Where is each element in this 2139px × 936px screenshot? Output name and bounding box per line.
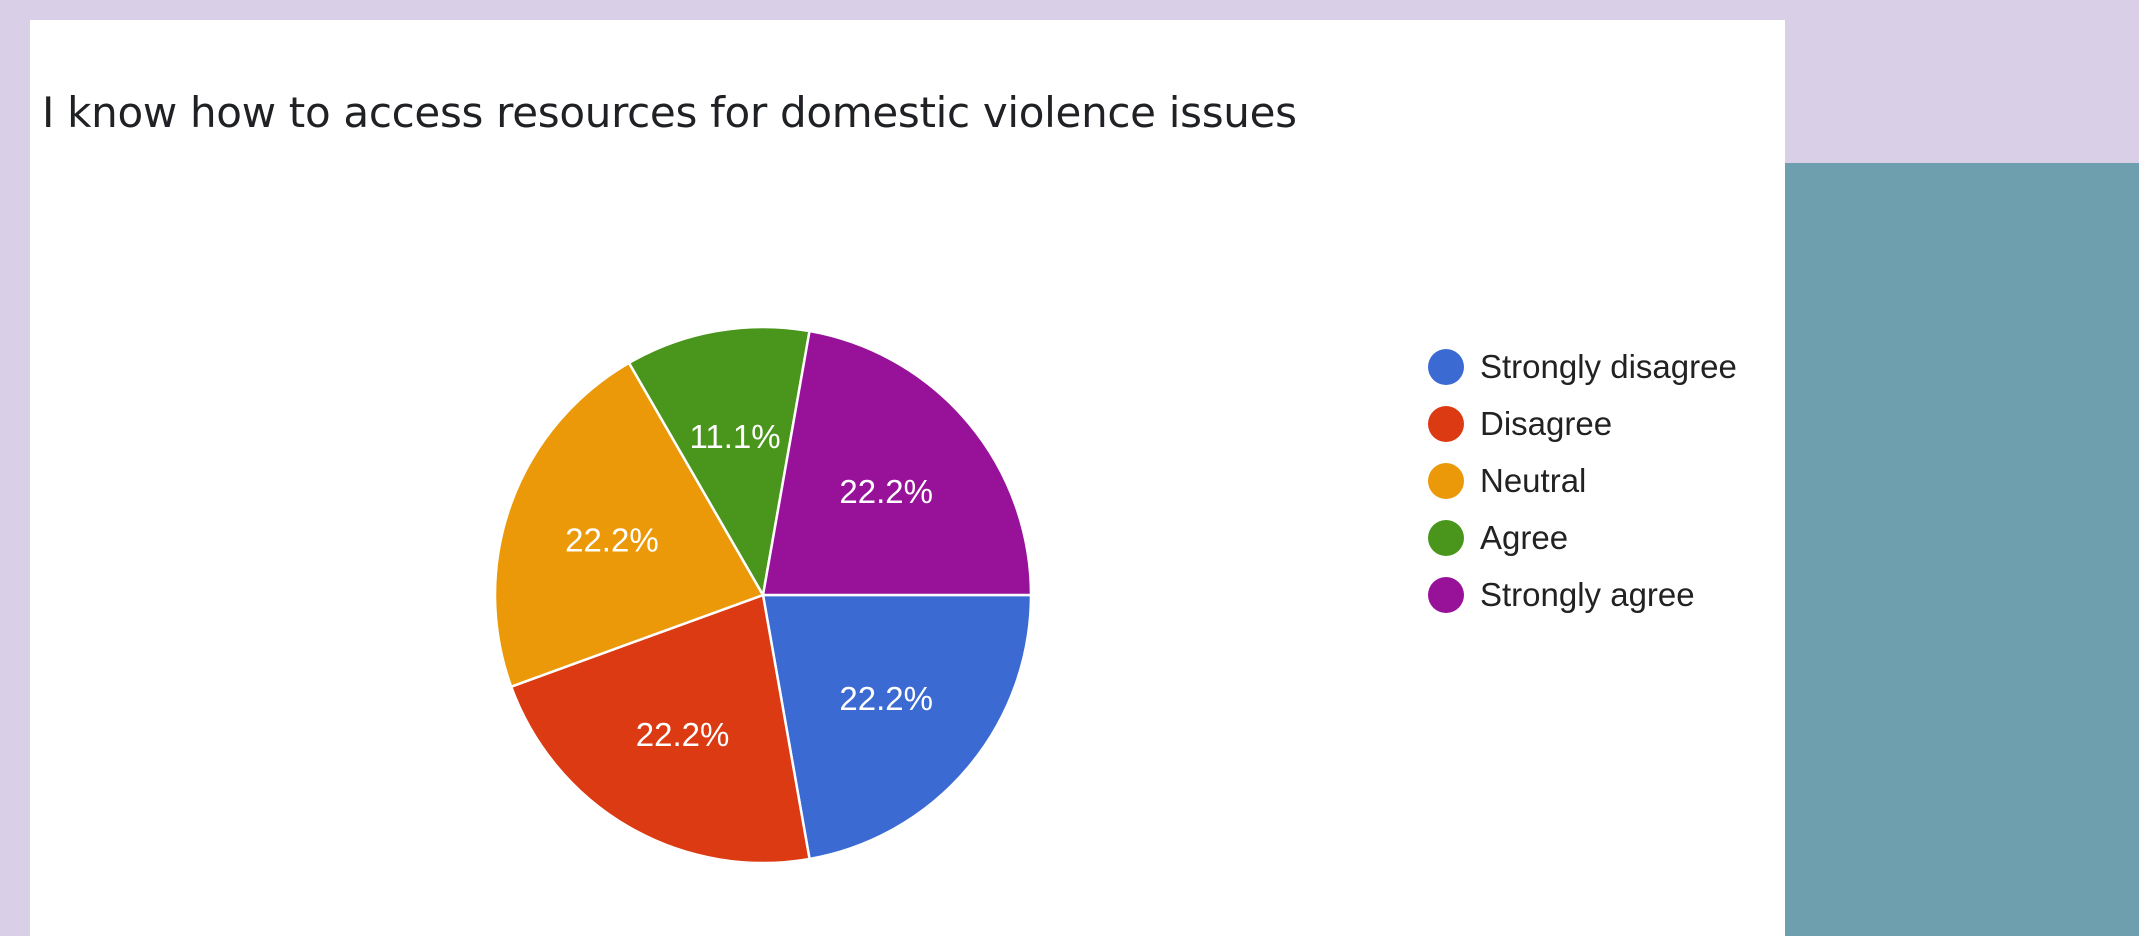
legend-label: Disagree	[1480, 404, 1613, 442]
chart-legend: Strongly disagree Disagree Neutral Agree Str…	[1428, 338, 1737, 623]
pie-chart: 22.2% 22.2% 22.2% 11.1% 22.2%	[493, 325, 1033, 865]
legend-item-strongly-disagree: Strongly disagree	[1428, 338, 1737, 395]
pie-slice-strongly-disagree	[761, 593, 1033, 861]
pie-slice-neutral	[493, 361, 765, 688]
slice-label-disagree: 22.2%	[636, 716, 730, 753]
legend-label: Strongly agree	[1480, 575, 1695, 613]
legend-swatch-icon	[1428, 405, 1464, 442]
pie-slice-disagree	[509, 593, 811, 865]
legend-label: Neutral	[1480, 461, 1587, 499]
legend-item-neutral: Neutral	[1428, 452, 1737, 509]
legend-item-strongly-agree: Strongly agree	[1428, 566, 1737, 623]
legend-label: Agree	[1480, 518, 1569, 556]
side-panel	[1785, 163, 2139, 936]
pie-slice-strongly-agree	[761, 329, 1033, 597]
slice-label-strongly-agree: 22.2%	[839, 473, 933, 510]
pie-slices	[493, 325, 1033, 865]
legend-item-disagree: Disagree	[1428, 395, 1737, 452]
chart-card: I know how to access resources for domes…	[30, 20, 1785, 936]
legend-label: Strongly disagree	[1480, 347, 1737, 385]
legend-swatch-icon	[1428, 519, 1464, 556]
pie-slice-labels: 22.2% 22.2% 22.2% 11.1% 22.2%	[565, 418, 933, 753]
slice-label-neutral: 22.2%	[565, 522, 659, 559]
chart-title: I know how to access resources for domes…	[42, 88, 1297, 137]
legend-swatch-icon	[1428, 462, 1464, 499]
legend-swatch-icon	[1428, 576, 1464, 613]
legend-swatch-icon	[1428, 348, 1464, 385]
slice-label-agree: 11.1%	[690, 418, 781, 455]
slice-label-strongly-disagree: 22.2%	[839, 680, 933, 717]
legend-item-agree: Agree	[1428, 509, 1737, 566]
pie-slice-agree	[627, 325, 811, 597]
